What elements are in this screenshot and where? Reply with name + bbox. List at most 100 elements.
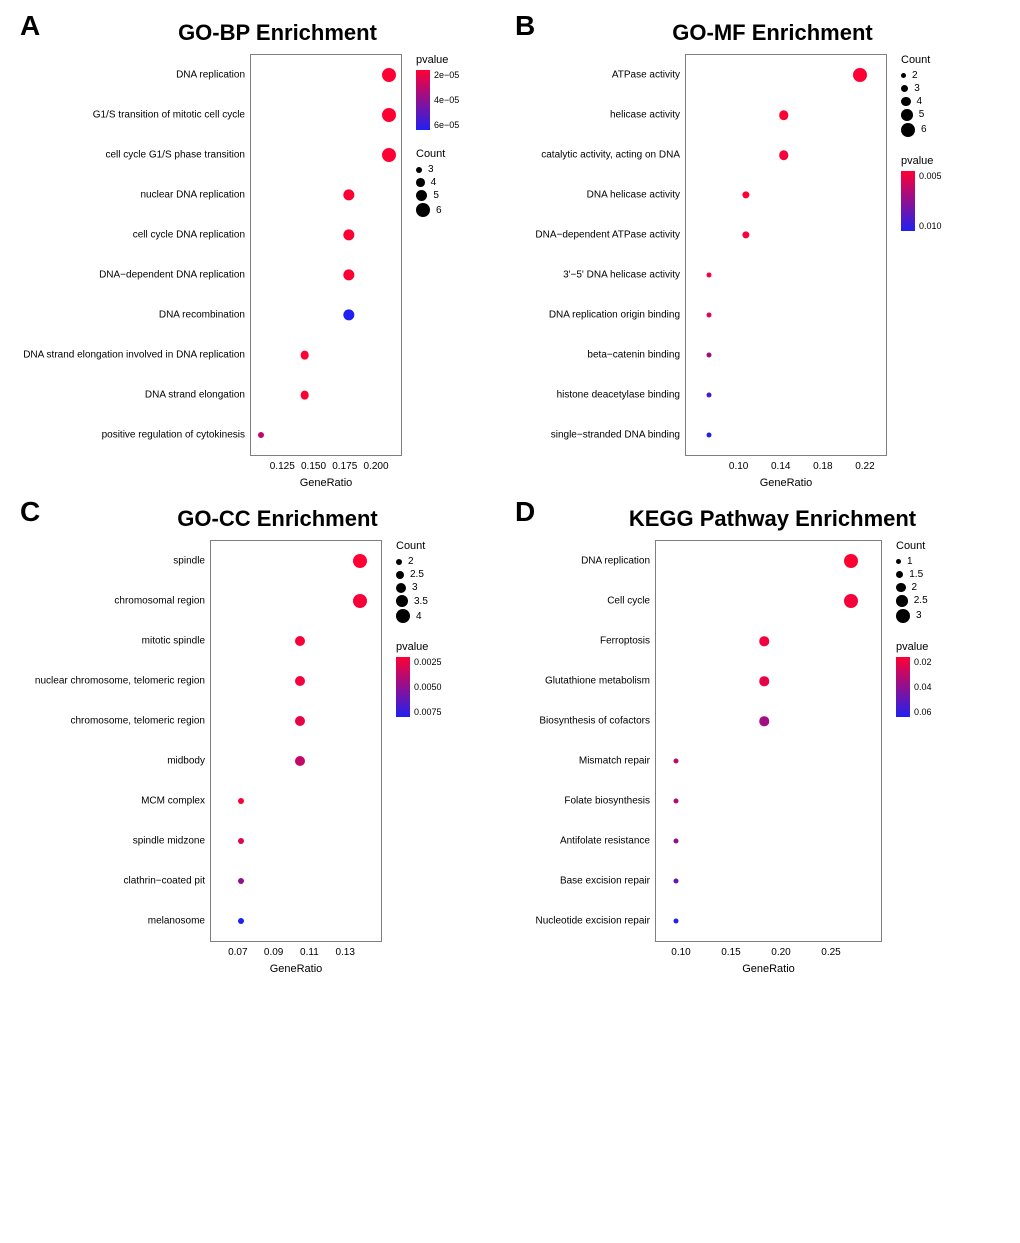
y-category-label: spindle midzone	[133, 836, 211, 847]
y-category-label: DNA replication	[176, 70, 251, 81]
legend: Count22.533.54pvalue0.00250.00500.0075	[396, 540, 442, 735]
legend-count-value: 2	[912, 70, 918, 81]
data-point	[742, 231, 749, 238]
y-category-label: clathrin−coated pit	[124, 876, 211, 887]
y-category-label: Glutathione metabolism	[545, 676, 656, 687]
legend-size-swatch	[396, 595, 408, 607]
legend-count-value: 6	[436, 205, 442, 216]
legend-title-pvalue: pvalue	[901, 155, 942, 167]
panel-title: KEGG Pathway Enrichment	[515, 506, 1000, 532]
legend-size-swatch	[901, 123, 915, 137]
legend-size-swatch	[901, 73, 906, 78]
legend-count-value: 5	[433, 190, 439, 201]
data-point	[238, 798, 244, 804]
legend-title-count: Count	[396, 540, 442, 552]
legend-size-swatch	[901, 85, 908, 92]
y-category-label: midbody	[167, 756, 211, 767]
plot-area: ATPase activityhelicase activitycatalyti…	[685, 54, 887, 456]
legend: pvalue2e−054e−056e−05Count3456	[416, 54, 459, 235]
panel-letter: A	[20, 10, 40, 42]
y-category-label: DNA helicase activity	[587, 190, 686, 201]
y-category-label: nuclear chromosome, telomeric region	[35, 676, 211, 687]
legend-title-pvalue: pvalue	[396, 641, 442, 653]
legend-size-swatch	[416, 167, 422, 173]
data-point	[295, 756, 305, 766]
y-category-label: Base excision repair	[560, 876, 656, 887]
data-point	[844, 594, 858, 608]
legend-size-swatch	[396, 583, 406, 593]
legend-count-value: 2	[912, 582, 918, 593]
legend-size-swatch	[896, 609, 910, 623]
legend-count-value: 4	[416, 611, 422, 622]
legend: Count23456pvalue0.0050.010	[901, 54, 942, 249]
y-category-label: cell cycle DNA replication	[133, 230, 251, 241]
legend-pvalue-label: 0.02	[914, 657, 932, 667]
data-point	[673, 799, 678, 804]
x-tick-label: 0.13	[335, 941, 354, 958]
y-category-label: DNA strand elongation	[145, 390, 251, 401]
data-point	[382, 68, 396, 82]
data-point	[343, 229, 354, 240]
legend-color-bar	[396, 657, 410, 717]
data-point	[343, 189, 354, 200]
legend-title-count: Count	[896, 540, 932, 552]
data-point	[707, 353, 712, 358]
legend-pvalue-label: 6e−05	[434, 120, 459, 130]
legend-size-swatch	[901, 97, 911, 107]
legend-pvalue-label: 2e−05	[434, 70, 459, 80]
legend-count-value: 2	[408, 556, 414, 567]
legend: Count11.522.53pvalue0.020.040.06	[896, 540, 932, 735]
data-point	[759, 716, 769, 726]
legend-count-value: 5	[919, 109, 925, 120]
data-point	[258, 432, 264, 438]
y-category-label: Cell cycle	[607, 596, 656, 607]
x-tick-label: 0.15	[721, 941, 740, 958]
legend-size-swatch	[396, 571, 404, 579]
data-point	[673, 759, 678, 764]
legend-pvalue-label: 0.010	[919, 221, 942, 231]
x-axis-title: GeneRatio	[742, 963, 795, 975]
y-category-label: mitotic spindle	[142, 636, 211, 647]
x-tick-label: 0.10	[671, 941, 690, 958]
legend-color-bar	[416, 70, 430, 130]
y-category-label: Antifolate resistance	[560, 836, 656, 847]
data-point	[707, 273, 712, 278]
x-tick-label: 0.10	[729, 455, 748, 472]
y-category-label: catalytic activity, acting on DNA	[541, 150, 686, 161]
legend-count-value: 2.5	[410, 569, 424, 580]
x-tick-label: 0.125	[270, 455, 295, 472]
x-axis-title: GeneRatio	[270, 963, 323, 975]
data-point	[295, 716, 305, 726]
data-point	[353, 594, 367, 608]
panel-title: GO-BP Enrichment	[20, 20, 505, 46]
y-category-label: 3'−5' DNA helicase activity	[563, 270, 686, 281]
legend-pvalue-label: 0.0050	[414, 682, 442, 692]
legend-count-value: 3	[916, 610, 922, 621]
data-point	[707, 393, 712, 398]
legend-count-value: 3.5	[414, 596, 428, 607]
y-category-label: histone deacetylase binding	[557, 390, 686, 401]
y-category-label: melanosome	[148, 916, 211, 927]
plot-area: spindlechromosomal regionmitotic spindle…	[210, 540, 382, 942]
y-category-label: cell cycle G1/S phase transition	[105, 150, 251, 161]
data-point	[295, 676, 305, 686]
data-point	[759, 676, 769, 686]
legend-pvalue-label: 0.04	[914, 682, 932, 692]
data-point	[707, 433, 712, 438]
data-point	[853, 68, 867, 82]
legend-pvalue-label: 4e−05	[434, 95, 459, 105]
data-point	[742, 191, 749, 198]
x-tick-label: 0.18	[813, 455, 832, 472]
legend-pvalue-label: 0.0025	[414, 657, 442, 667]
legend-size-swatch	[896, 595, 908, 607]
legend-count-value: 3	[412, 582, 418, 593]
data-point	[300, 351, 309, 360]
y-category-label: MCM complex	[141, 796, 211, 807]
data-point	[382, 148, 396, 162]
legend-pvalue-label: 0.005	[919, 171, 942, 181]
panel-title: GO-CC Enrichment	[20, 506, 505, 532]
y-category-label: DNA replication origin binding	[549, 310, 686, 321]
data-point	[238, 878, 244, 884]
x-tick-label: 0.09	[264, 941, 283, 958]
y-category-label: single−stranded DNA binding	[551, 430, 686, 441]
